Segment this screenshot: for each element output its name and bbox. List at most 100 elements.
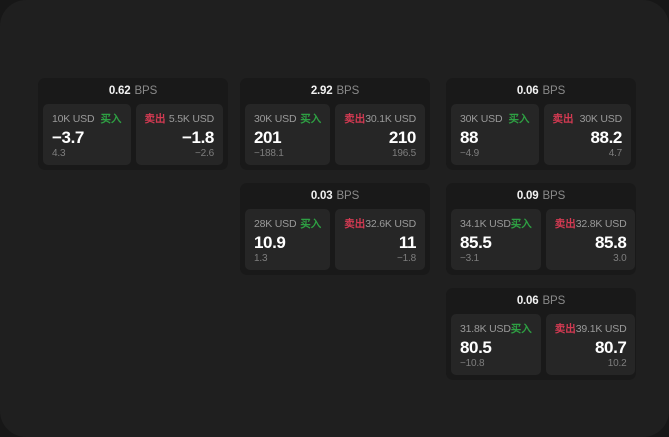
buy-panel-header: 30K USD 买入 bbox=[254, 111, 322, 125]
buy-tag: 买入 bbox=[508, 113, 530, 125]
bps-unit-label: BPS bbox=[542, 190, 566, 202]
buy-panel-header: 34.1K USD 买入 bbox=[460, 216, 532, 230]
buy-tag: 买入 bbox=[300, 113, 322, 125]
buy-panel[interactable]: 31.8K USD 买入 80.5 −10.8 bbox=[451, 314, 541, 375]
quote-card[interactable]: 2.92 BPS 30K USD 买入 201 −188.1 卖出 bbox=[240, 78, 430, 170]
buy-delta: 4.3 bbox=[52, 148, 66, 159]
buy-price: 85.5 bbox=[460, 233, 492, 252]
buy-size-label: 31.8K USD bbox=[460, 323, 511, 335]
bps-value: 0.03 bbox=[310, 190, 333, 202]
sell-size-label: 39.1K USD bbox=[575, 323, 627, 335]
buy-panel[interactable]: 10K USD 买入 −3.7 4.3 bbox=[43, 104, 131, 165]
buy-delta: −3.1 bbox=[460, 253, 479, 264]
sell-tag: 卖出 bbox=[552, 113, 574, 125]
sell-size-label: 30K USD bbox=[579, 113, 623, 125]
buy-panel[interactable]: 30K USD 买入 201 −188.1 bbox=[245, 104, 331, 165]
bps-unit-label: BPS bbox=[336, 85, 360, 97]
sell-delta: 4.7 bbox=[608, 148, 623, 159]
sell-price: 85.8 bbox=[594, 233, 627, 252]
sell-size-label: 32.6K USD bbox=[365, 218, 416, 230]
buy-panel[interactable]: 28K USD 买入 10.9 1.3 bbox=[245, 209, 331, 270]
card-header: 0.03 BPS bbox=[240, 183, 430, 209]
card-header: 0.09 BPS bbox=[446, 183, 636, 209]
sell-panel[interactable]: 卖出 32.8K USD 85.8 3.0 bbox=[545, 209, 636, 270]
sell-panel-header: 卖出 32.6K USD bbox=[344, 216, 416, 230]
sell-tag: 卖出 bbox=[554, 218, 576, 230]
buy-size-label: 28K USD bbox=[254, 218, 297, 230]
sell-delta: 3.0 bbox=[613, 253, 627, 264]
quote-card[interactable]: 0.06 BPS 31.8K USD 买入 80.5 −10.8 卖 bbox=[446, 288, 636, 380]
bps-value: 0.06 bbox=[516, 295, 539, 307]
card-body: 10K USD 买入 −3.7 4.3 卖出 5.5K USD −1.8 −2.… bbox=[43, 104, 223, 165]
quote-card[interactable]: 0.03 BPS 28K USD 买入 10.9 1.3 卖出 bbox=[240, 183, 430, 275]
sell-panel-header: 卖出 39.1K USD bbox=[554, 321, 627, 335]
bps-unit-label: BPS bbox=[134, 85, 158, 97]
sell-size-label: 32.8K USD bbox=[575, 218, 627, 230]
sell-price: 11 bbox=[398, 233, 417, 252]
buy-delta: −188.1 bbox=[254, 148, 284, 159]
quote-card[interactable]: 0.09 BPS 34.1K USD 买入 85.5 −3.1 卖出 bbox=[446, 183, 636, 275]
sell-panel[interactable]: 卖出 5.5K USD −1.8 −2.6 bbox=[135, 104, 223, 165]
card-body: 30K USD 买入 88 −4.9 卖出 30K USD 88.2 4.7 bbox=[451, 104, 631, 165]
sell-delta: −2.6 bbox=[195, 148, 214, 159]
quote-board: 0.62 BPS 10K USD 买入 −3.7 4.3 卖出 bbox=[38, 78, 636, 388]
buy-delta: 1.3 bbox=[254, 253, 268, 264]
sell-delta: 196.5 bbox=[391, 148, 416, 159]
sell-tag: 卖出 bbox=[344, 218, 366, 230]
sell-panel[interactable]: 卖出 30K USD 88.2 4.7 bbox=[543, 104, 631, 165]
bps-unit-label: BPS bbox=[542, 85, 566, 97]
sell-price: 210 bbox=[388, 128, 417, 147]
quote-card[interactable]: 0.62 BPS 10K USD 买入 −3.7 4.3 卖出 bbox=[38, 78, 228, 170]
sell-tag: 卖出 bbox=[144, 113, 166, 125]
bps-unit-label: BPS bbox=[336, 190, 360, 202]
buy-size-label: 10K USD bbox=[52, 113, 95, 125]
bps-value: 0.62 bbox=[108, 85, 131, 97]
buy-panel[interactable]: 30K USD 买入 88 −4.9 bbox=[451, 104, 539, 165]
buy-tag: 买入 bbox=[510, 323, 532, 335]
sell-price: 88.2 bbox=[590, 128, 623, 147]
buy-size-label: 30K USD bbox=[460, 113, 503, 125]
buy-panel-header: 31.8K USD 买入 bbox=[460, 321, 532, 335]
sell-panel[interactable]: 卖出 39.1K USD 80.7 10.2 bbox=[545, 314, 636, 375]
bps-value: 0.06 bbox=[516, 85, 539, 97]
sell-size-label: 30.1K USD bbox=[365, 113, 416, 125]
quote-card[interactable]: 0.06 BPS 30K USD 买入 88 −4.9 卖出 bbox=[446, 78, 636, 170]
sell-panel[interactable]: 卖出 30.1K USD 210 196.5 bbox=[335, 104, 425, 165]
card-body: 31.8K USD 买入 80.5 −10.8 卖出 39.1K USD 80.… bbox=[451, 314, 636, 375]
buy-panel-header: 28K USD 买入 bbox=[254, 216, 322, 230]
sell-panel-header: 卖出 30.1K USD bbox=[344, 111, 416, 125]
buy-price: 201 bbox=[254, 128, 282, 147]
buy-delta: −10.8 bbox=[460, 358, 485, 369]
card-header: 2.92 BPS bbox=[240, 78, 430, 104]
sell-price: −1.8 bbox=[182, 128, 214, 147]
card-body: 30K USD 买入 201 −188.1 卖出 30.1K USD 210 1… bbox=[245, 104, 425, 165]
card-header: 0.06 BPS bbox=[446, 78, 636, 104]
buy-tag: 买入 bbox=[100, 113, 122, 125]
sell-tag: 卖出 bbox=[554, 323, 576, 335]
sell-tag: 卖出 bbox=[344, 113, 366, 125]
sell-panel-header: 卖出 5.5K USD bbox=[144, 111, 215, 125]
buy-panel[interactable]: 34.1K USD 买入 85.5 −3.1 bbox=[451, 209, 541, 270]
card-header: 0.62 BPS bbox=[38, 78, 228, 104]
buy-delta: −4.9 bbox=[460, 148, 479, 159]
sell-size-label: 5.5K USD bbox=[168, 113, 214, 125]
buy-price: −3.7 bbox=[52, 128, 84, 147]
sell-price: 80.7 bbox=[594, 338, 627, 357]
buy-size-label: 30K USD bbox=[254, 113, 297, 125]
buy-panel-header: 30K USD 买入 bbox=[460, 111, 530, 125]
buy-tag: 买入 bbox=[510, 218, 532, 230]
card-body: 34.1K USD 买入 85.5 −3.1 卖出 32.8K USD 85.8… bbox=[451, 209, 636, 270]
sell-panel-header: 卖出 32.8K USD bbox=[554, 216, 627, 230]
buy-panel-header: 10K USD 买入 bbox=[52, 111, 122, 125]
sell-panel[interactable]: 卖出 32.6K USD 11 −1.8 bbox=[335, 209, 425, 270]
buy-tag: 买入 bbox=[300, 218, 322, 230]
card-header: 0.06 BPS bbox=[446, 288, 636, 314]
buy-price: 10.9 bbox=[254, 233, 286, 252]
card-body: 28K USD 买入 10.9 1.3 卖出 32.6K USD 11 −1.8 bbox=[245, 209, 425, 270]
bps-value: 2.92 bbox=[310, 85, 333, 97]
sell-panel-header: 卖出 30K USD bbox=[552, 111, 623, 125]
sell-delta: −1.8 bbox=[397, 253, 416, 264]
sell-delta: 10.2 bbox=[607, 358, 627, 369]
buy-price: 88 bbox=[460, 128, 479, 147]
